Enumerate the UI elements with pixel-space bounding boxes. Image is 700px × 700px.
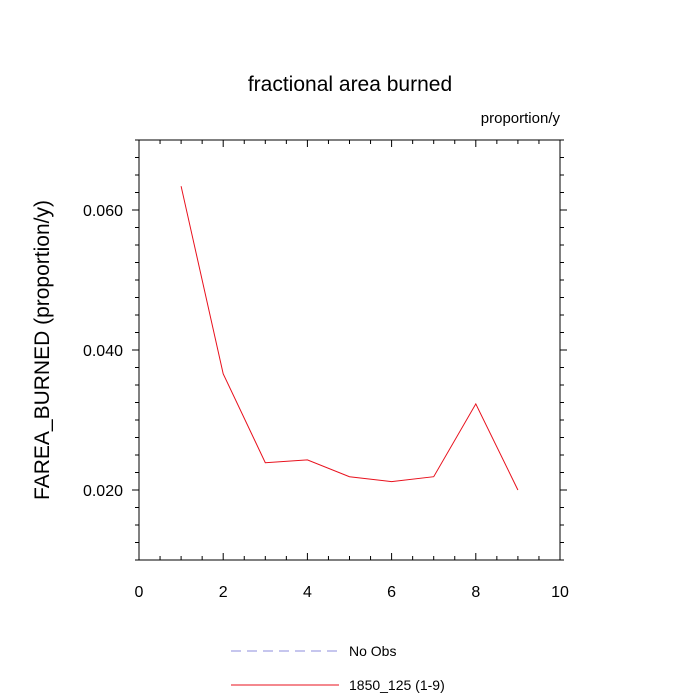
series-layer [180, 186, 519, 491]
y-tick-label: 0.020 [83, 483, 123, 500]
units-label: proportion/y [481, 110, 561, 127]
x-tick-label: 6 [387, 584, 396, 601]
x-tick-label: 8 [471, 584, 480, 601]
x-tick-label: 0 [135, 584, 144, 601]
axis-ticks [132, 139, 567, 561]
series-line [180, 186, 519, 491]
axis-tick-labels: 0 2 4 6 8 10 0.020 0.040 0.060 [83, 203, 569, 601]
legend-label: 1850_125 (1-9) [349, 677, 445, 693]
legend: No Obs 1850_125 (1-9) [231, 643, 445, 693]
x-tick-label: 4 [303, 584, 312, 601]
y-tick-label: 0.040 [83, 343, 123, 360]
plot-frame [138, 139, 561, 561]
legend-label: No Obs [349, 643, 396, 659]
x-tick-label: 2 [219, 584, 228, 601]
x-tick-label: 10 [551, 584, 569, 601]
chart-title: fractional area burned [248, 73, 452, 96]
y-tick-label: 0.060 [83, 203, 123, 220]
y-axis-label: FAREA_BURNED (proportion/y) [31, 200, 54, 500]
